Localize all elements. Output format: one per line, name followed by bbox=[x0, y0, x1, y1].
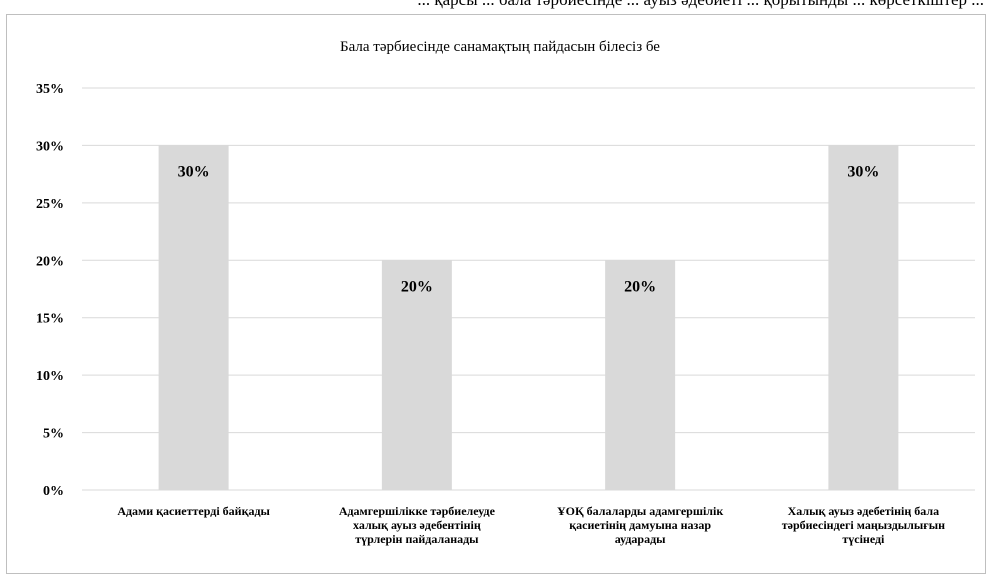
y-tick-label: 15% bbox=[36, 312, 64, 327]
bar bbox=[381, 260, 452, 490]
x-category-label: Халық ауыз әдебетінің балатәрбиесіндегі … bbox=[782, 504, 945, 546]
data-label: 20% bbox=[401, 278, 433, 295]
bars bbox=[158, 145, 899, 490]
bar bbox=[158, 145, 229, 490]
x-tick-label: түрлерін пайдаланады bbox=[355, 532, 479, 546]
y-tick-label: 30% bbox=[36, 139, 64, 154]
bar bbox=[828, 145, 899, 490]
x-tick-label: Халық ауыз әдебетінің бала bbox=[788, 504, 940, 518]
x-category-label: Адами қасиеттерді байқады bbox=[117, 504, 270, 518]
data-labels: 30% 20% 20% 30% bbox=[178, 163, 880, 295]
data-label: 30% bbox=[847, 163, 879, 180]
bar bbox=[605, 260, 676, 490]
x-tick-label: қасиетінің дамуына назар bbox=[569, 518, 711, 532]
y-tick-label: 20% bbox=[36, 254, 64, 269]
data-label: 20% bbox=[624, 278, 656, 295]
x-tick-label: тәрбиесіндегі маңыздылығын bbox=[782, 518, 945, 532]
x-axis: Адами қасиеттерді байқады Адамгершілікке … bbox=[117, 504, 945, 546]
x-tick-label: Адамгершілікке тәрбиелеуде bbox=[339, 504, 496, 518]
gridlines bbox=[82, 87, 975, 491]
y-tick-label: 10% bbox=[36, 369, 64, 384]
page-top-text: ... қарсы ... бала тәрбиесінде ... ауыз … bbox=[0, 0, 990, 12]
x-tick-label: ҰОҚ балаларды адамгершілік bbox=[557, 504, 723, 518]
y-tick-label: 0% bbox=[43, 484, 64, 499]
y-tick-label: 35% bbox=[36, 82, 64, 97]
y-tick-label: 5% bbox=[43, 427, 64, 442]
x-tick-label: Адами қасиеттерді байқады bbox=[117, 504, 270, 518]
x-tick-label: аударады bbox=[615, 532, 666, 546]
chart-title: Бала тәрбиесінде санамақтың пайдасын біл… bbox=[340, 39, 660, 55]
y-tick-label: 25% bbox=[36, 197, 64, 212]
y-axis: 0% 5% 10% 15% 20% 25% 30% 35% bbox=[36, 82, 64, 499]
data-label: 30% bbox=[178, 163, 210, 180]
x-tick-label: халық ауыз әдебентінің bbox=[353, 518, 481, 532]
x-tick-label: түсінеді bbox=[842, 532, 885, 546]
